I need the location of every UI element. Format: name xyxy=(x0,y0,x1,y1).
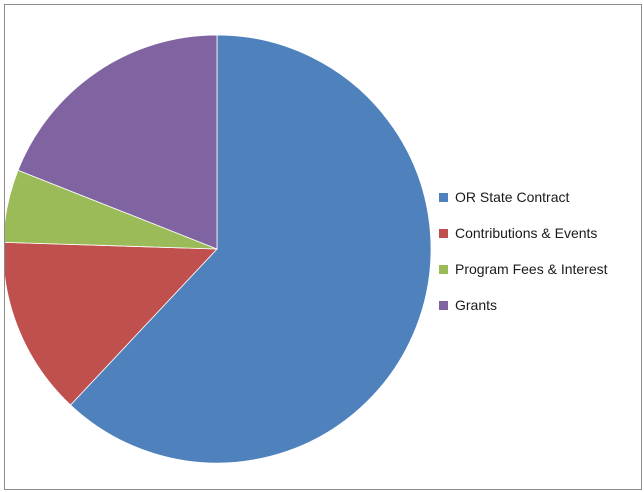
legend-swatch xyxy=(439,192,448,202)
legend-item-grants: Grants xyxy=(439,295,608,315)
legend-label: Contributions & Events xyxy=(455,225,598,241)
legend-item-program-fees-and-interest: Program Fees & Interest xyxy=(439,259,608,279)
legend-item-or-state-contract: OR State Contract xyxy=(439,187,608,207)
legend-label: Grants xyxy=(455,297,498,313)
pie-slice-grants xyxy=(17,34,218,250)
legend-label: Program Fees & Interest xyxy=(455,261,608,277)
pie-chart xyxy=(5,34,432,464)
legend-swatch xyxy=(439,228,448,238)
legend: OR State Contract Contributions & Events P… xyxy=(439,187,608,331)
legend-item-contributions-and-events: Contributions & Events xyxy=(439,223,608,243)
pie-slice-contributions-and-events xyxy=(5,241,218,406)
chart-area: OR State Contract Contributions & Events P… xyxy=(4,4,642,490)
pie-slice-or-state-contract xyxy=(69,34,432,464)
legend-swatch xyxy=(439,300,448,310)
legend-label: OR State Contract xyxy=(455,189,570,205)
legend-swatch xyxy=(439,264,448,274)
